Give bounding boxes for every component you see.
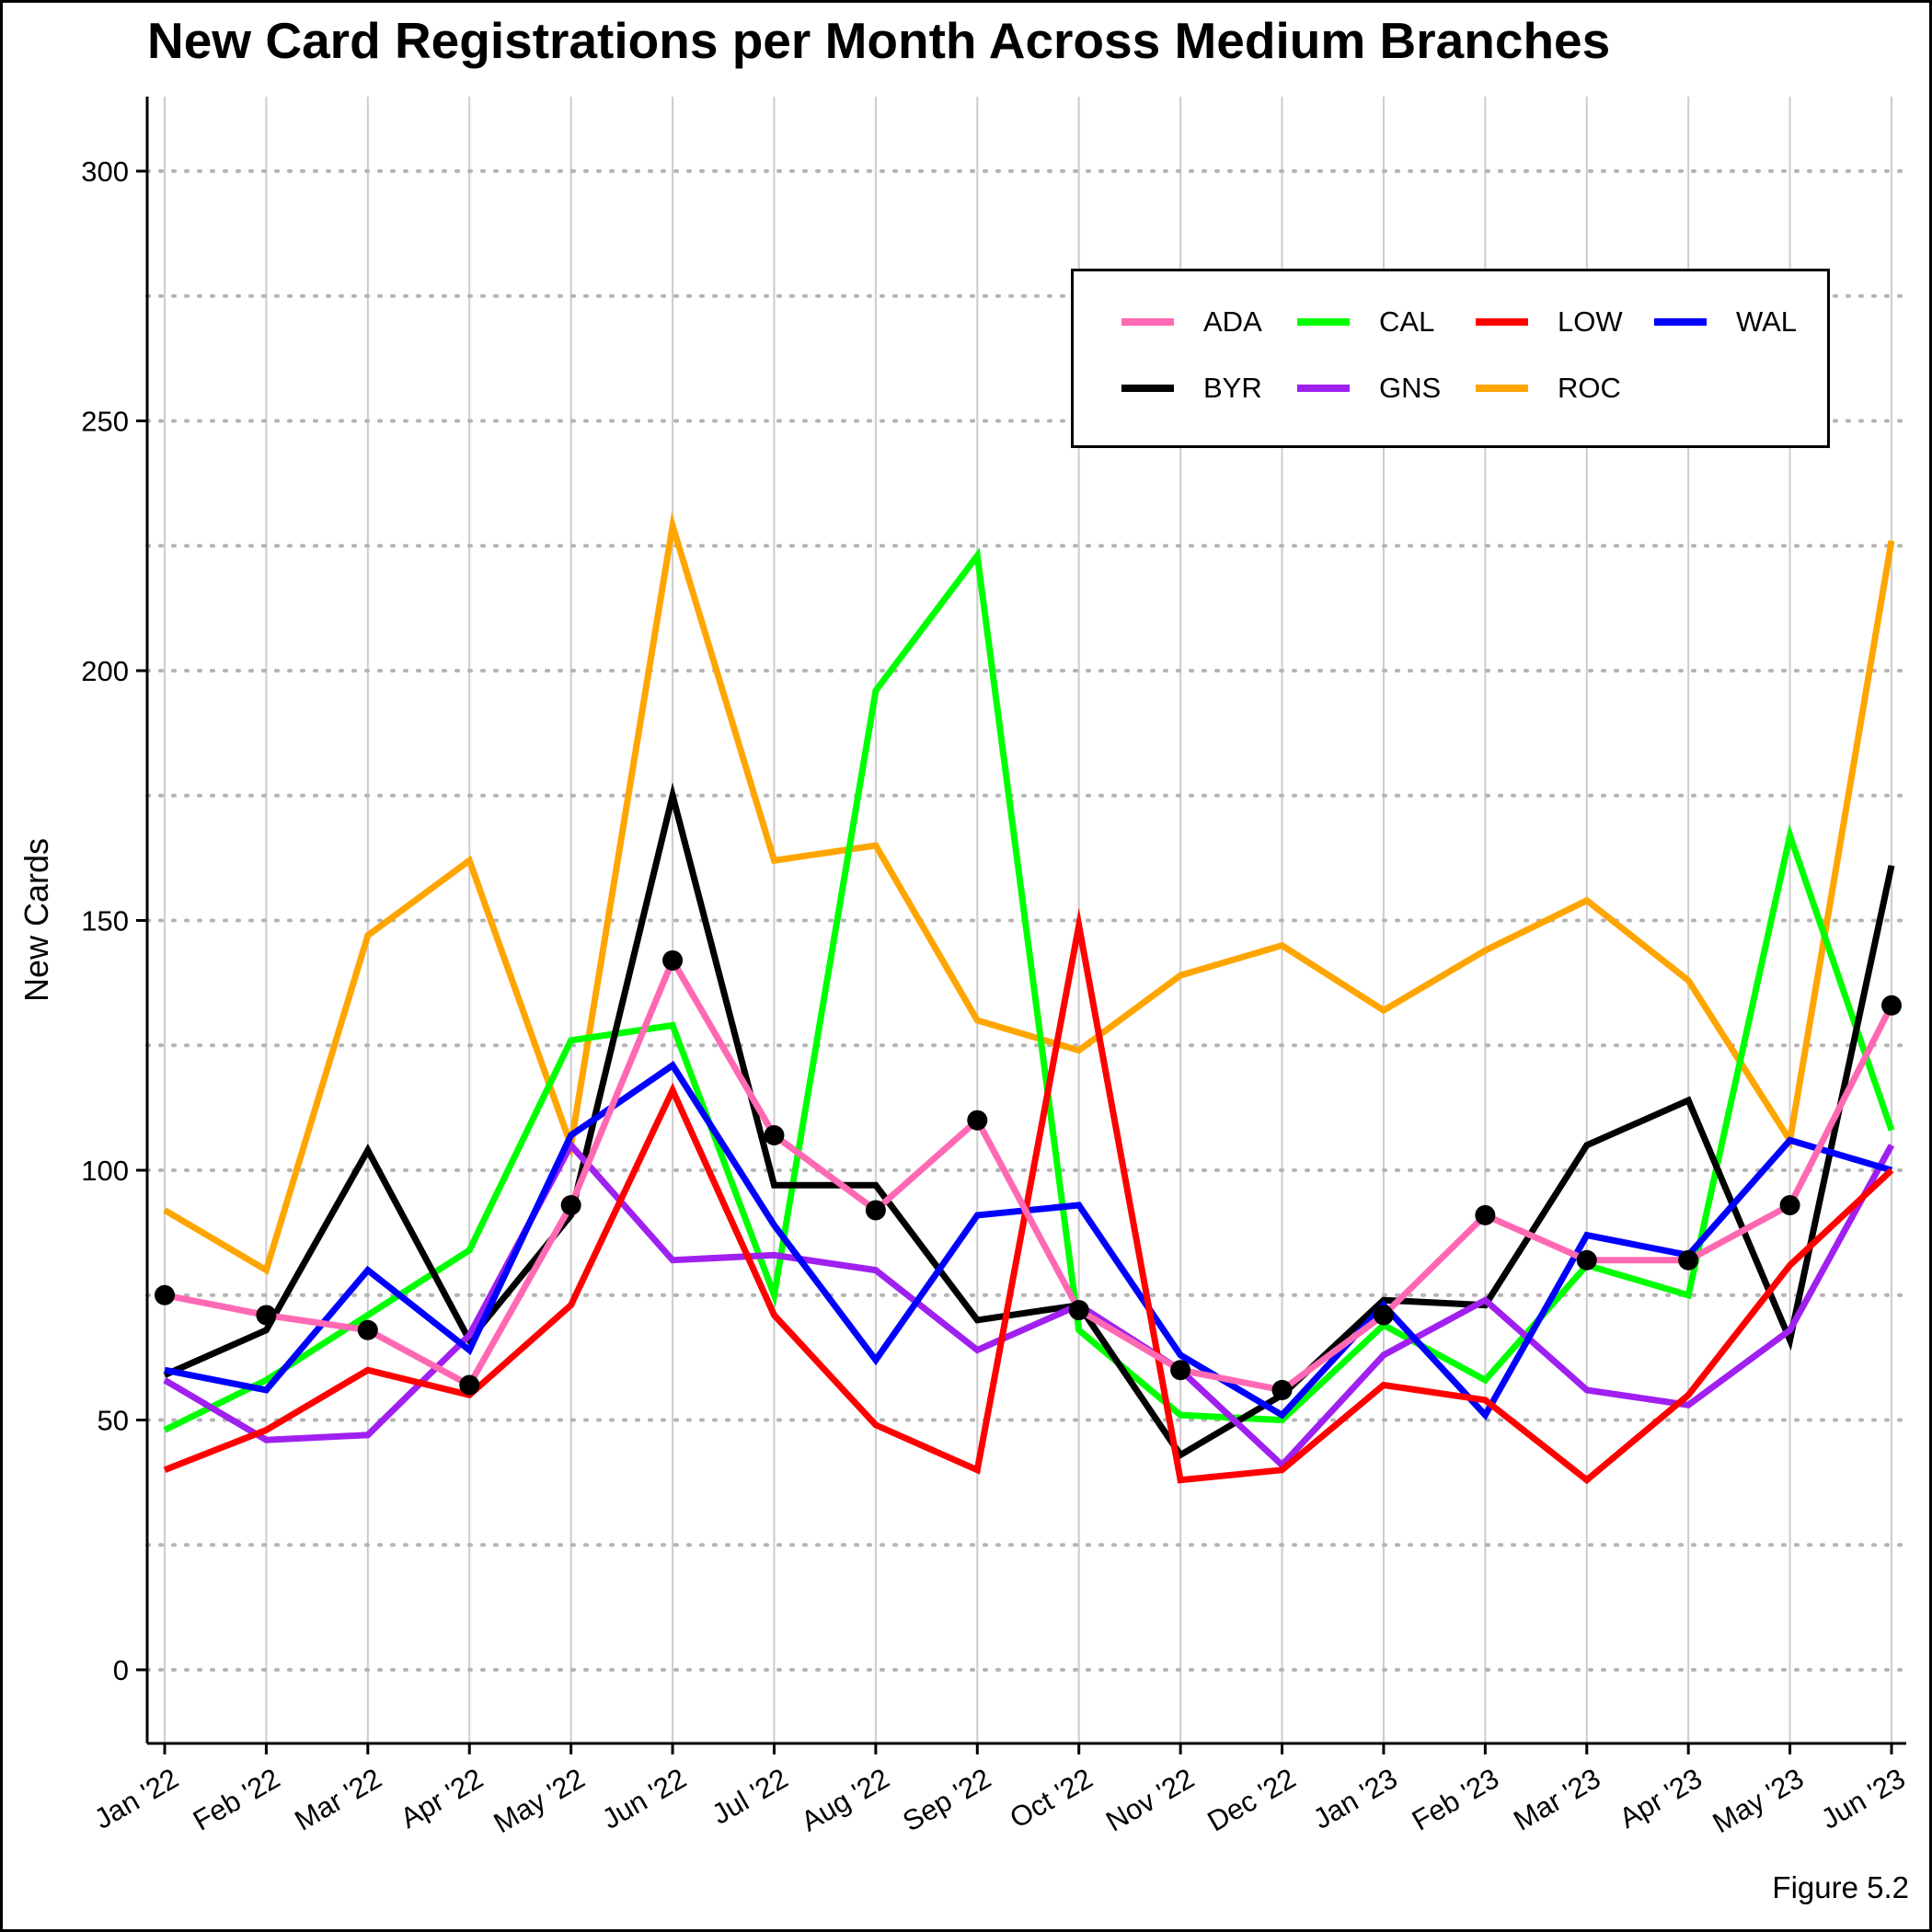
x-tick-label: Apr '23 xyxy=(1614,1762,1708,1834)
legend-item-byr: BYR xyxy=(1121,370,1262,407)
data-point-ada xyxy=(662,949,684,971)
y-tick-label: 150 xyxy=(81,905,129,937)
legend-swatch xyxy=(1476,385,1528,392)
legend-swatch xyxy=(1654,318,1707,326)
x-tick-label: Jun '22 xyxy=(597,1762,692,1835)
x-tick-label: Feb '22 xyxy=(188,1762,285,1837)
data-point-ada xyxy=(357,1319,378,1340)
legend-label: LOW xyxy=(1558,305,1623,338)
data-point-ada xyxy=(1271,1379,1293,1400)
legend-swatch xyxy=(1121,385,1174,392)
legend-swatch xyxy=(1297,318,1350,326)
data-point-ada xyxy=(1170,1360,1191,1381)
data-point-ada xyxy=(459,1374,480,1396)
legend-item-wal: WAL xyxy=(1654,304,1797,340)
data-point-ada xyxy=(155,1284,175,1305)
y-tick-label: 0 xyxy=(113,1654,129,1686)
x-tick-label: Jan '22 xyxy=(88,1762,183,1835)
data-point-ada xyxy=(1779,1195,1800,1216)
y-tick-label: 50 xyxy=(98,1405,129,1437)
x-tick-label: Nov '22 xyxy=(1100,1762,1200,1837)
legend-label: ROC xyxy=(1558,372,1621,404)
chart-title: New Card Registrations per Month Across … xyxy=(147,12,1611,69)
legend: ADA CAL LOW WAL BYR GNS ROC xyxy=(1071,269,1830,448)
y-tick-label: 250 xyxy=(81,406,129,438)
x-tick-label: Mar '23 xyxy=(1508,1762,1605,1837)
data-point-ada xyxy=(1068,1300,1089,1321)
x-tick-label: Feb '23 xyxy=(1407,1762,1504,1837)
series-line-low xyxy=(163,907,1894,1485)
series-line-roc xyxy=(163,512,1895,1275)
x-tick-label: Oct '22 xyxy=(1005,1762,1098,1834)
figure-caption: Figure 5.2 xyxy=(1772,1870,1909,1904)
data-point-ada xyxy=(1373,1305,1394,1326)
legend-swatch xyxy=(1121,318,1174,326)
x-tick-label: Apr '22 xyxy=(395,1762,489,1834)
series-line-gns xyxy=(163,1139,1895,1470)
x-tick-label: Jul '22 xyxy=(707,1762,793,1831)
data-point-ada xyxy=(1881,995,1902,1016)
data-point-ada xyxy=(1475,1204,1496,1225)
x-tick-label: Jun '23 xyxy=(1815,1762,1910,1835)
legend-item-roc: ROC xyxy=(1476,370,1621,407)
x-tick-label: Mar '22 xyxy=(289,1762,386,1837)
series-line-byr xyxy=(163,782,1895,1460)
data-point-ada xyxy=(865,1200,886,1221)
legend-label: ADA xyxy=(1203,305,1262,338)
data-point-ada xyxy=(1576,1249,1597,1271)
y-tick-label: 200 xyxy=(81,655,129,687)
x-tick-label: May '22 xyxy=(489,1762,591,1839)
y-tick-label: 100 xyxy=(81,1155,129,1187)
legend-label: BYR xyxy=(1203,372,1262,404)
legend-label: GNS xyxy=(1379,372,1442,404)
legend-swatch xyxy=(1476,318,1528,326)
legend-item-low: LOW xyxy=(1476,304,1623,340)
data-point-ada xyxy=(967,1110,988,1131)
x-tick-label: May '23 xyxy=(1708,1762,1810,1839)
data-point-ada xyxy=(256,1305,277,1326)
data-point-ada xyxy=(1678,1249,1699,1271)
legend-item-gns: GNS xyxy=(1297,370,1441,407)
x-tick-label: Dec '22 xyxy=(1202,1762,1302,1837)
data-point-ada xyxy=(560,1195,581,1216)
legend-item-ada: ADA xyxy=(1121,304,1262,340)
x-tick-label: Aug '22 xyxy=(796,1762,895,1837)
data-point-ada xyxy=(764,1124,785,1145)
legend-label: WAL xyxy=(1736,305,1798,338)
y-tick-label: 300 xyxy=(81,155,129,188)
x-tick-label: Jan '23 xyxy=(1307,1762,1402,1835)
legend-label: CAL xyxy=(1379,305,1435,338)
x-tick-label: Sep '22 xyxy=(897,1762,996,1837)
legend-swatch xyxy=(1297,385,1350,392)
series-line-ada xyxy=(164,953,1895,1394)
legend-item-cal: CAL xyxy=(1297,304,1434,340)
series-line-cal xyxy=(163,547,1895,1433)
